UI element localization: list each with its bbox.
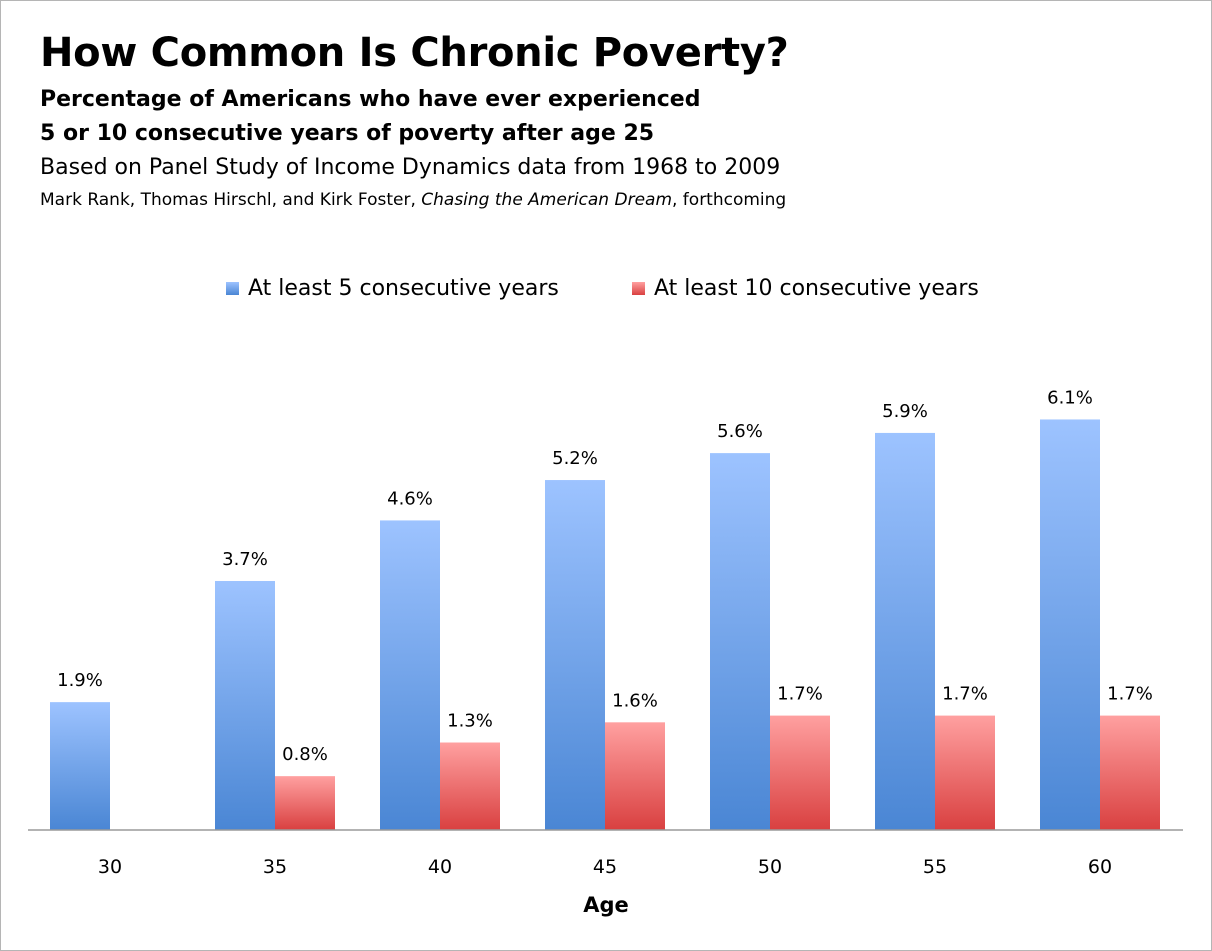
x-tick-labels: 30 35 40 45 50 55 60 — [98, 856, 1112, 878]
bar-10-years-age-45 — [605, 722, 665, 830]
legend-item-5-years: At least 5 consecutive years — [226, 276, 559, 301]
credit-authors: Mark Rank, Thomas Hirschl, and Kirk Fost… — [40, 190, 422, 210]
data-label-10-years-age-60: 1.7% — [1107, 684, 1153, 705]
x-tick-label-55: 55 — [923, 856, 947, 878]
x-tick-label-50: 50 — [758, 856, 782, 878]
bar-5-years-age-45 — [545, 480, 605, 830]
bar-5-years-age-40 — [380, 520, 440, 830]
author-credit: Mark Rank, Thomas Hirschl, and Kirk Fost… — [40, 190, 786, 210]
data-label-10-years-age-45: 1.6% — [612, 690, 658, 711]
data-label-10-years-age-40: 1.3% — [447, 711, 493, 732]
legend-label-5-years: At least 5 consecutive years — [248, 276, 559, 301]
bar-10-years-age-55 — [935, 715, 995, 830]
data-label-5-years-age-50: 5.6% — [717, 421, 763, 442]
credit-status: , forthcoming — [672, 190, 787, 210]
x-tick-label-45: 45 — [593, 856, 617, 878]
x-tick-label-30: 30 — [98, 856, 122, 878]
bar-10-years-age-50 — [770, 715, 830, 830]
x-axis-title: Age — [583, 893, 629, 917]
bars-group: 1.9% 3.7% 0.8% 4.6% 1.3% 5.2% 1.6% 5.6% 1.7% 5.9%… — [50, 387, 1160, 830]
bar-10-years-age-40 — [440, 742, 500, 830]
chart-title: How Common Is Chronic Poverty? — [40, 30, 789, 76]
data-label-5-years-age-60: 6.1% — [1047, 387, 1093, 408]
data-label-5-years-age-40: 4.6% — [387, 488, 433, 509]
bar-10-years-age-35 — [275, 776, 335, 830]
legend-swatch-red — [632, 282, 645, 295]
data-label-10-years-age-55: 1.7% — [942, 684, 988, 705]
legend-swatch-blue — [226, 282, 239, 295]
data-label-5-years-age-55: 5.9% — [882, 401, 928, 422]
chart-subtitle-line2: 5 or 10 consecutive years of poverty aft… — [40, 121, 655, 146]
bar-5-years-age-50 — [710, 453, 770, 830]
data-label-10-years-age-50: 1.7% — [777, 684, 823, 705]
x-tick-label-60: 60 — [1088, 856, 1112, 878]
x-tick-label-40: 40 — [428, 856, 452, 878]
x-tick-label-35: 35 — [263, 856, 287, 878]
bar-5-years-age-55 — [875, 432, 935, 830]
data-label-5-years-age-35: 3.7% — [222, 549, 268, 570]
bar-5-years-age-60 — [1040, 419, 1100, 830]
chart-subtitle-line1: Percentage of Americans who have ever ex… — [40, 87, 701, 112]
chart-legend: At least 5 consecutive years At least 10… — [0, 276, 1212, 306]
data-label-5-years-age-45: 5.2% — [552, 448, 598, 469]
credit-book-title: Chasing the American Dream — [421, 190, 672, 210]
bar-5-years-age-35 — [215, 580, 275, 830]
data-source-note: Based on Panel Study of Income Dynamics … — [40, 155, 781, 180]
legend-item-10-years: At least 10 consecutive years — [632, 276, 979, 301]
bar-10-years-age-60 — [1100, 715, 1160, 830]
legend-label-10-years: At least 10 consecutive years — [654, 276, 979, 301]
data-label-5-years-age-30: 1.9% — [57, 670, 103, 691]
data-label-10-years-age-35: 0.8% — [282, 744, 328, 765]
bar-5-years-age-30 — [50, 702, 110, 830]
